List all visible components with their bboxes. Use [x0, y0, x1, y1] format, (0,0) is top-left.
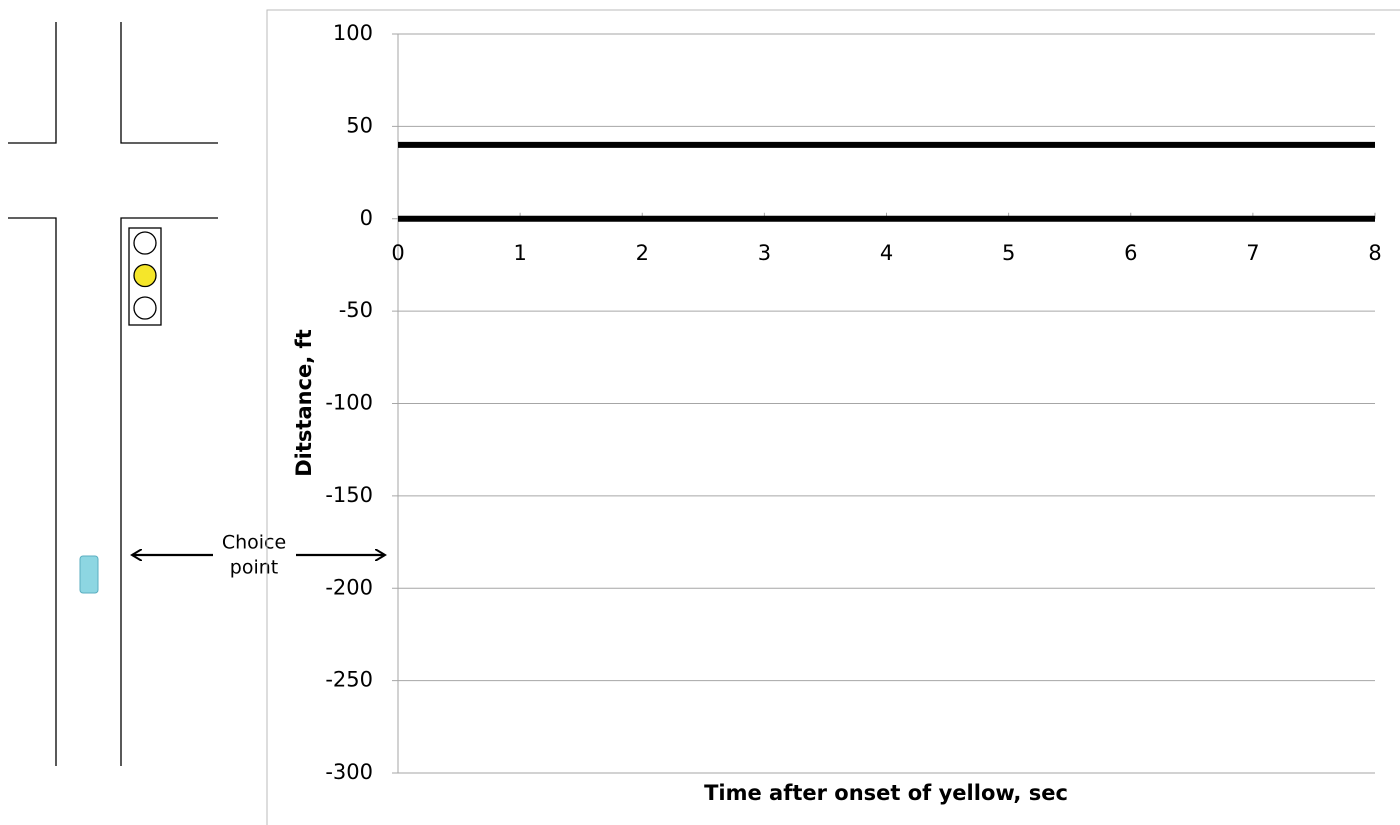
signal-yellow [133, 263, 157, 288]
choice-label: point [230, 557, 278, 579]
y-axis-title: Ditstance, ft [292, 329, 316, 476]
road [8, 22, 218, 766]
y-tick-label: -150 [325, 483, 373, 507]
car [79, 555, 99, 594]
chart-frame [266, 9, 1400, 825]
y-tick-label: -50 [339, 298, 373, 322]
x-axis-title: Time after onset of yellow, sec [704, 781, 1068, 805]
x-tick-label: 6 [1124, 241, 1137, 265]
signal-red [133, 231, 157, 255]
x-tick-label: 3 [758, 241, 771, 265]
signal-green [133, 296, 157, 320]
y-tick-label: -200 [325, 575, 373, 599]
y-tick-label: 100 [333, 21, 373, 45]
y-tick-label: 0 [360, 206, 373, 230]
y-tick-label: -100 [325, 391, 373, 415]
y-tick-label: -300 [325, 760, 373, 784]
x-tick-label: 4 [880, 241, 893, 265]
x-tick-label: 8 [1368, 241, 1381, 265]
x-tick-label: 5 [1002, 241, 1015, 265]
choice-label: Choice [222, 532, 286, 554]
y-tick-label: -250 [325, 668, 373, 692]
x-tick-label: 2 [636, 241, 649, 265]
y-tick-label: 50 [346, 113, 373, 137]
x-tick-label: 1 [513, 241, 526, 265]
intersection-diagram: Choice point [8, 22, 385, 766]
x-tick-label: 7 [1246, 241, 1259, 265]
x-tick-label: 0 [391, 241, 404, 265]
